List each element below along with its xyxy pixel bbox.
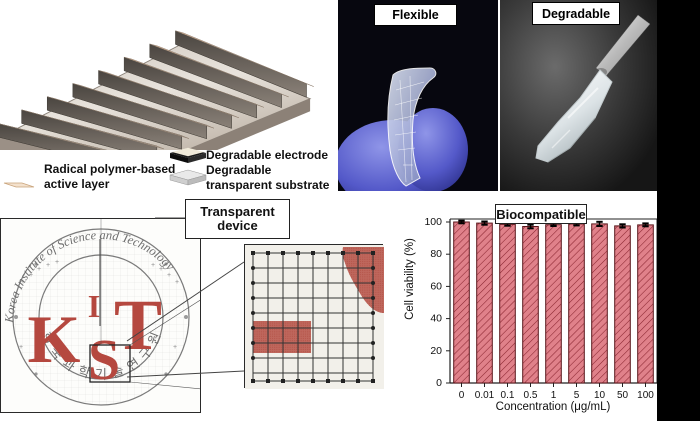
svg-text:1: 1 [551,390,557,401]
svg-text:0: 0 [459,390,465,401]
svg-text:100: 100 [424,216,442,228]
svg-text:50: 50 [617,390,629,401]
svg-text:0.01: 0.01 [475,390,495,401]
svg-text:5: 5 [574,390,580,401]
svg-text:0.1: 0.1 [501,390,515,401]
svg-text:60: 60 [430,280,442,292]
svg-text:0: 0 [436,377,442,389]
svg-text:0.5: 0.5 [524,390,538,401]
svg-text:100: 100 [637,390,654,401]
svg-text:10: 10 [594,390,606,401]
svg-text:20: 20 [430,345,442,357]
svg-text:80: 80 [430,248,442,260]
svg-text:40: 40 [430,313,442,325]
